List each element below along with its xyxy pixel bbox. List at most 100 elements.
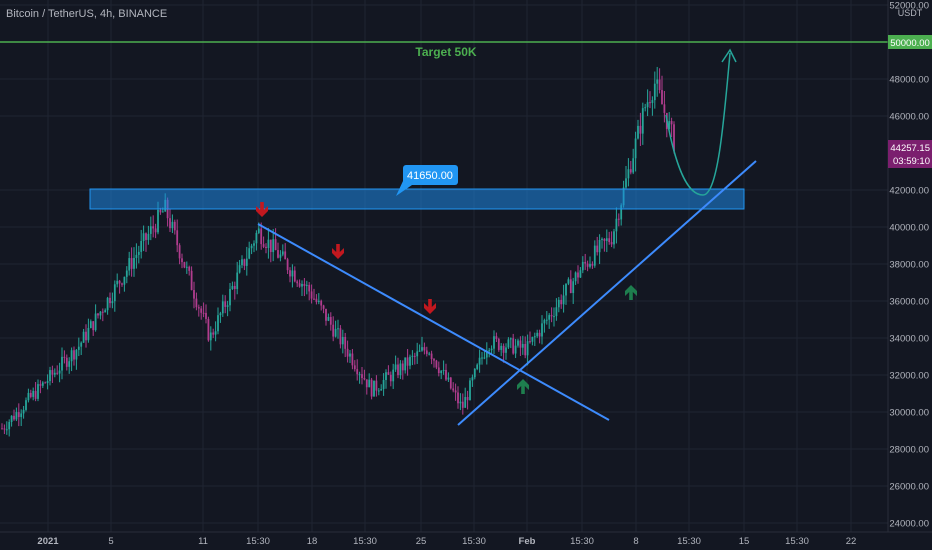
candle-body <box>200 308 203 313</box>
projection-arrow-head-icon <box>721 48 737 63</box>
candle-body <box>161 211 164 213</box>
time-tick-label: 15:30 <box>785 536 809 547</box>
candle-body <box>629 169 632 173</box>
candle-body <box>94 313 97 331</box>
candle-body <box>627 169 630 179</box>
candle-body <box>183 262 186 268</box>
candle-body <box>517 340 519 346</box>
candle-body <box>325 308 327 321</box>
candle-body <box>322 305 325 309</box>
candle-body <box>634 138 637 159</box>
candle-body <box>82 331 85 343</box>
candle-body <box>632 158 635 173</box>
candle-body <box>404 357 407 371</box>
candle-body <box>569 279 572 294</box>
candle-body <box>512 338 515 354</box>
candle-body <box>10 415 13 422</box>
price-tick-label: 24000.00 <box>889 519 929 530</box>
candle-body <box>233 285 236 290</box>
candle-body <box>430 353 433 360</box>
candle-body <box>255 232 258 244</box>
candle-body <box>169 218 171 229</box>
time-tick-label: 15:30 <box>462 536 486 547</box>
candle-body <box>301 283 303 287</box>
price-tick-label: 30000.00 <box>889 408 929 419</box>
time-tick-label: 15:30 <box>570 536 594 547</box>
candle-body <box>49 370 51 382</box>
candle-body <box>416 351 419 357</box>
candle-body <box>440 370 443 374</box>
candle-body <box>663 104 666 113</box>
projection-path[interactable] <box>665 52 731 196</box>
candle-body <box>253 243 255 246</box>
candle-body <box>500 345 503 350</box>
candle-body <box>298 283 301 287</box>
candle-body <box>61 356 63 371</box>
zone-callout[interactable]: 41650.00 <box>396 165 458 196</box>
target-price-badge-text: 50000.00 <box>890 38 930 49</box>
candle-body <box>541 323 543 337</box>
candle-body <box>157 209 159 233</box>
descending-trendline[interactable] <box>257 223 610 421</box>
candle-body <box>320 300 323 306</box>
candle-body <box>601 238 603 240</box>
candle-body <box>113 284 116 302</box>
candle-body <box>341 336 344 345</box>
candle-body <box>313 298 315 300</box>
candle-body <box>461 401 464 408</box>
candle-body <box>231 285 234 289</box>
candle-body <box>555 307 558 317</box>
candle-body <box>106 297 109 311</box>
time-tick-label: 15:30 <box>353 536 377 547</box>
candle-body <box>51 370 54 375</box>
candle-body <box>221 301 224 314</box>
candle-body <box>545 319 548 321</box>
candle-body <box>509 338 512 340</box>
candle-body <box>274 239 277 251</box>
candle-body <box>361 374 363 379</box>
candle-body <box>397 364 399 376</box>
candle-body <box>459 401 462 404</box>
time-tick-label: 11 <box>198 536 208 547</box>
candle-body <box>435 360 438 368</box>
candle-body <box>656 79 659 84</box>
candle-body <box>641 108 644 134</box>
candle-body <box>133 257 135 269</box>
ascending-trendline[interactable] <box>457 160 757 426</box>
candle-body <box>212 332 215 335</box>
time-axis[interactable]: 2021 5 11 15:30 18 15:30 25 15:30 Feb 15:30 8 15:30… <box>0 531 932 547</box>
candle-body <box>29 392 32 397</box>
candle-body <box>289 270 291 277</box>
candle-body <box>577 272 579 278</box>
candle-body <box>17 412 20 418</box>
candle-body <box>257 228 260 233</box>
candle-body <box>481 357 483 359</box>
candle-body <box>41 382 44 386</box>
candle-body <box>478 357 481 365</box>
candle-body <box>70 350 73 362</box>
candle-body <box>250 245 253 249</box>
candle-body <box>620 205 623 220</box>
candle-body <box>214 331 217 335</box>
candle-body <box>605 238 608 241</box>
candle-body <box>589 263 591 267</box>
candle-body <box>608 238 611 243</box>
candle-body <box>243 259 246 266</box>
candle-body <box>135 254 138 258</box>
price-tick-label: 32000.00 <box>889 371 929 382</box>
candle-body <box>358 374 361 376</box>
candle-body <box>109 297 111 304</box>
resistance-zone[interactable] <box>89 188 745 210</box>
candle-body <box>538 332 541 337</box>
candle-body <box>193 290 195 299</box>
candle-body <box>339 328 342 345</box>
candle-body <box>80 342 83 347</box>
candle-body <box>670 121 673 125</box>
time-tick-label: 15 <box>739 536 750 547</box>
zone-callout-box <box>403 165 458 185</box>
price-axis[interactable]: 52000.00 50000.00 48000.00 46000.00 42000.00… <box>887 0 929 532</box>
candle-body <box>639 125 642 134</box>
candle-body <box>449 377 452 389</box>
